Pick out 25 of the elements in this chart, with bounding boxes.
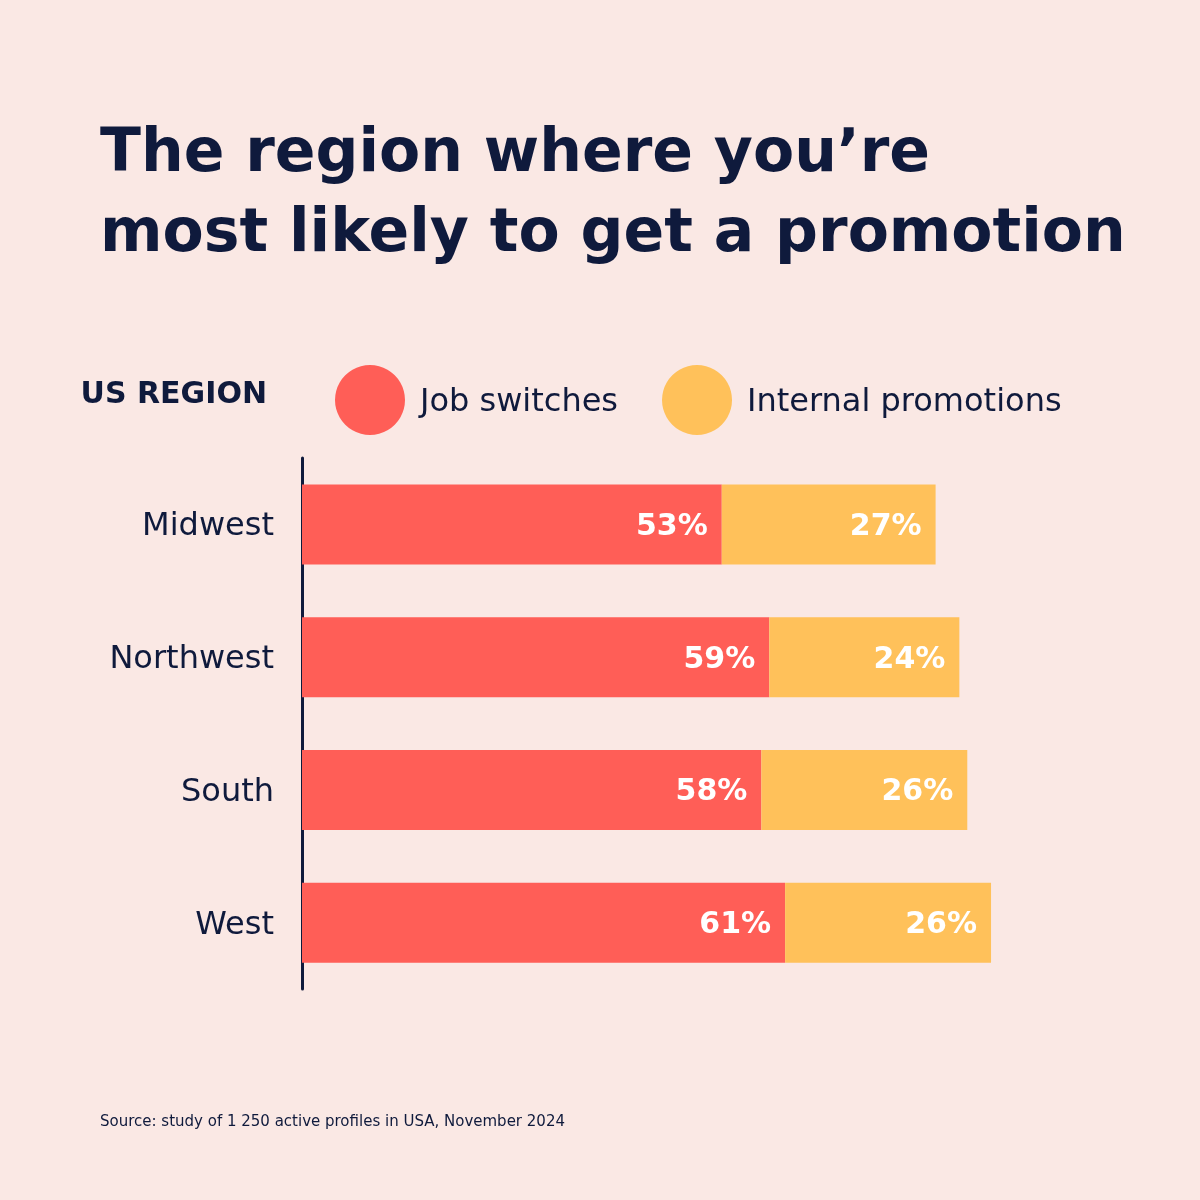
y-tick-label: Midwest bbox=[142, 505, 274, 544]
y-tick-label: West bbox=[195, 903, 274, 942]
bar bbox=[302, 749, 762, 830]
data-label: 59% bbox=[683, 639, 756, 675]
bar bbox=[761, 749, 968, 830]
bar bbox=[302, 617, 770, 698]
bar bbox=[785, 882, 992, 963]
data-label: 61% bbox=[699, 905, 772, 941]
y-axis-title: US REGION bbox=[80, 374, 267, 410]
data-label: 27% bbox=[849, 506, 922, 542]
bar bbox=[302, 882, 786, 963]
legend-label: Internal promotions bbox=[747, 381, 1062, 419]
data-label: 26% bbox=[905, 905, 978, 941]
data-label: 24% bbox=[873, 639, 946, 675]
data-label: 53% bbox=[635, 506, 708, 542]
bar bbox=[302, 484, 722, 565]
y-tick-label: Northwest bbox=[109, 638, 274, 677]
bar bbox=[721, 484, 936, 565]
bar bbox=[769, 617, 960, 698]
legend-label: Job switches bbox=[418, 381, 619, 419]
data-label: 58% bbox=[675, 772, 748, 808]
source-note: Source: study of 1 250 active profiles in USA, November 2024 bbox=[100, 1111, 565, 1130]
y-tick-label: South bbox=[181, 770, 274, 809]
data-label: 26% bbox=[881, 772, 954, 808]
chart-title: The region where you’re most likely to get a promotion bbox=[100, 115, 1126, 265]
